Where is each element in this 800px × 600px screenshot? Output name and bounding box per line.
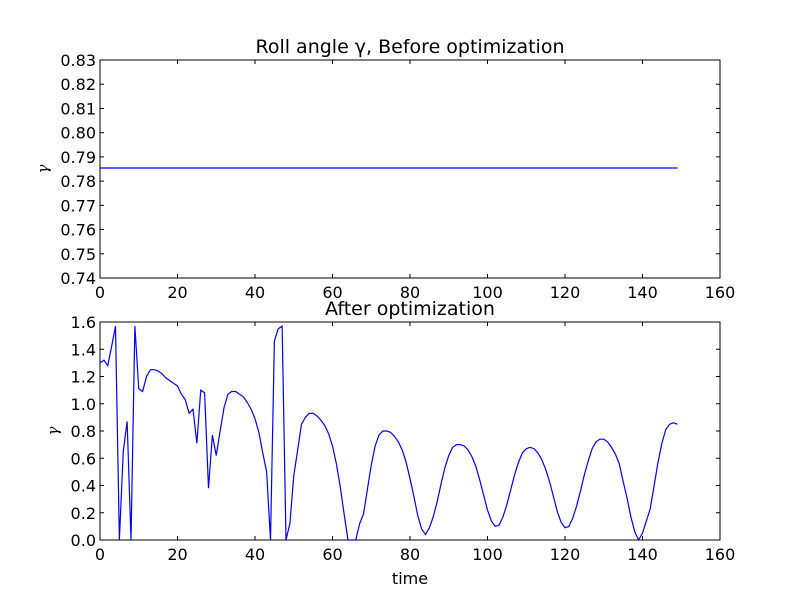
y-tick-label: 1.2 — [71, 368, 96, 387]
x-tick-label: 40 — [245, 283, 265, 302]
x-tick-label: 20 — [167, 283, 187, 302]
y-tick-label: 0.77 — [60, 196, 96, 215]
x-tick-label: 80 — [400, 545, 420, 564]
y-tick-label: 1.4 — [71, 340, 96, 359]
x-tick-label: 40 — [245, 545, 265, 564]
y-tick-label: 0.74 — [60, 269, 96, 288]
y-tick-label: 0.80 — [60, 124, 96, 143]
subplot-after-optimization: After optimization γ time 0 20 40 60 80 100 12… — [44, 298, 735, 588]
subplot-before-optimization: Roll angle γ, Before optimization γ 0 20 4… — [34, 36, 735, 302]
series-line-0 — [99, 324, 678, 542]
y-tick-label: 0.82 — [60, 75, 96, 94]
x-tick-label: 160 — [705, 545, 736, 564]
y-tick-label: 0.75 — [60, 245, 96, 264]
x-tick-label: 0 — [95, 545, 105, 564]
y-tick-label: 0.78 — [60, 172, 96, 191]
x-tick-label: 60 — [322, 283, 342, 302]
subplot-2-series — [99, 324, 678, 542]
x-tick-label: 0 — [95, 283, 105, 302]
y-tick-label: 0.4 — [71, 477, 96, 496]
x-tick-label: 100 — [472, 283, 503, 302]
y-tick-label: 0.83 — [60, 51, 96, 70]
y-tick-label: 1.0 — [71, 395, 96, 414]
y-tick-label: 1.6 — [71, 313, 96, 332]
x-tick-label: 120 — [550, 283, 581, 302]
y-tick-label: 0.81 — [60, 99, 96, 118]
y-tick-label: 0.76 — [60, 221, 96, 240]
subplot-1-ylabel: γ — [34, 164, 52, 173]
x-tick-label: 160 — [705, 283, 736, 302]
subplot-2-title: After optimization — [325, 298, 495, 320]
x-tick-label: 140 — [627, 545, 658, 564]
y-tick-label: 0.6 — [71, 449, 96, 468]
x-tick-label: 120 — [550, 545, 581, 564]
subplot-1-title: Roll angle γ, Before optimization — [255, 36, 564, 58]
y-tick-label: 0.2 — [71, 504, 96, 523]
y-tick-label: 0.8 — [71, 422, 96, 441]
x-tick-label: 100 — [472, 545, 503, 564]
y-tick-label: 0.79 — [60, 148, 96, 167]
subplot-2-xlabel: time — [392, 569, 428, 588]
x-tick-label: 140 — [627, 283, 658, 302]
subplot-2-ylabel: γ — [44, 426, 62, 435]
subplot-2-ticks: 0 20 40 60 80 100 120 140 160 0.0 0.2 0.4 0.6 0.8 1.0 1… — [71, 313, 736, 564]
subplot-1-ticks: 0 20 40 60 80 100 120 140 160 0.74 0.75 0.76 0.77 0.7… — [60, 51, 735, 302]
x-tick-label: 80 — [400, 283, 420, 302]
y-tick-label: 0.0 — [71, 531, 96, 550]
x-tick-label: 20 — [167, 545, 187, 564]
x-tick-label: 60 — [322, 545, 342, 564]
